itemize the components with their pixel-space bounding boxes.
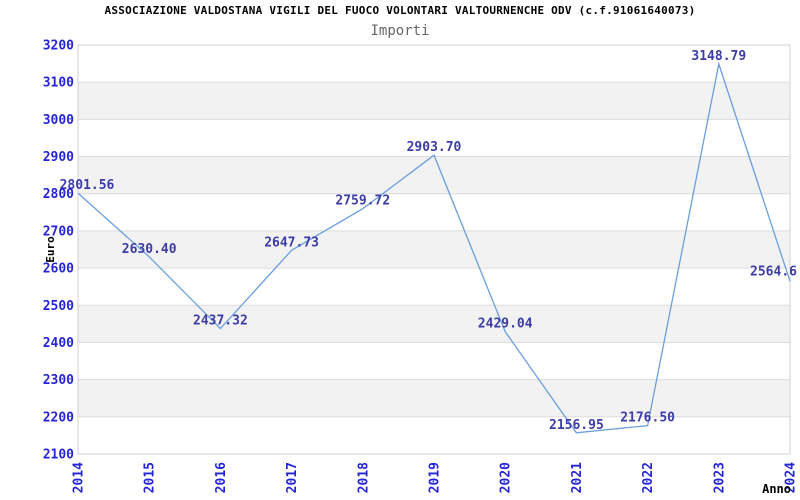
x-tick-label: 2016 bbox=[214, 462, 229, 493]
y-tick-label: 2800 bbox=[43, 187, 74, 202]
x-tick-label: 2023 bbox=[712, 462, 727, 493]
y-tick-label: 2200 bbox=[43, 410, 74, 425]
x-tick-label: 2021 bbox=[570, 462, 585, 493]
x-tick-label: 2014 bbox=[72, 462, 87, 493]
x-tick-label: 2020 bbox=[499, 462, 514, 493]
point-label: 2647.73 bbox=[264, 235, 319, 250]
point-label: 2903.70 bbox=[407, 140, 462, 155]
y-tick-label: 2100 bbox=[43, 448, 74, 463]
grid-band bbox=[78, 305, 790, 343]
y-tick-label: 2300 bbox=[43, 373, 74, 388]
y-tick-label: 3000 bbox=[43, 113, 74, 128]
point-label: 2564.6 bbox=[750, 264, 797, 279]
chart-subtitle: Importi bbox=[370, 23, 430, 39]
y-tick-label: 3100 bbox=[43, 76, 74, 91]
point-label: 2630.40 bbox=[122, 242, 177, 257]
plot-border bbox=[77, 44, 791, 455]
y-tick-label: 2700 bbox=[43, 224, 74, 239]
y-axis-title: Euro bbox=[44, 236, 57, 263]
point-label: 2429.04 bbox=[478, 317, 533, 332]
x-tick-label: 2024 bbox=[784, 462, 799, 493]
point-label: 2759.72 bbox=[335, 194, 390, 209]
grid-band bbox=[78, 82, 790, 120]
point-label: 3148.79 bbox=[691, 49, 746, 64]
x-tick-label: 2018 bbox=[356, 462, 371, 493]
grid-band bbox=[78, 379, 790, 417]
x-tick-label: 2019 bbox=[428, 462, 443, 493]
series-line bbox=[77, 61, 791, 434]
point-label: 2156.95 bbox=[549, 418, 604, 433]
x-tick-label: 2017 bbox=[285, 462, 300, 493]
x-tick-label: 2022 bbox=[641, 462, 656, 493]
y-tick-label: 2400 bbox=[43, 336, 74, 351]
y-tick-label: 2600 bbox=[43, 262, 74, 277]
point-label: 2801.56 bbox=[60, 178, 115, 193]
x-tick-label: 2015 bbox=[143, 462, 158, 493]
grid-band bbox=[78, 230, 790, 269]
y-tick-label: 3200 bbox=[43, 39, 74, 54]
x-axis-title: Anno bbox=[762, 482, 791, 496]
y-tick-label: 2500 bbox=[43, 299, 74, 314]
y-tick-label: 2900 bbox=[43, 150, 74, 165]
grid-band bbox=[78, 156, 790, 194]
point-label: 2176.50 bbox=[620, 411, 675, 426]
point-label: 2437.32 bbox=[193, 314, 248, 329]
chart-title: ASSOCIAZIONE VALDOSTANA VIGILI DEL FUOCO… bbox=[104, 4, 696, 17]
